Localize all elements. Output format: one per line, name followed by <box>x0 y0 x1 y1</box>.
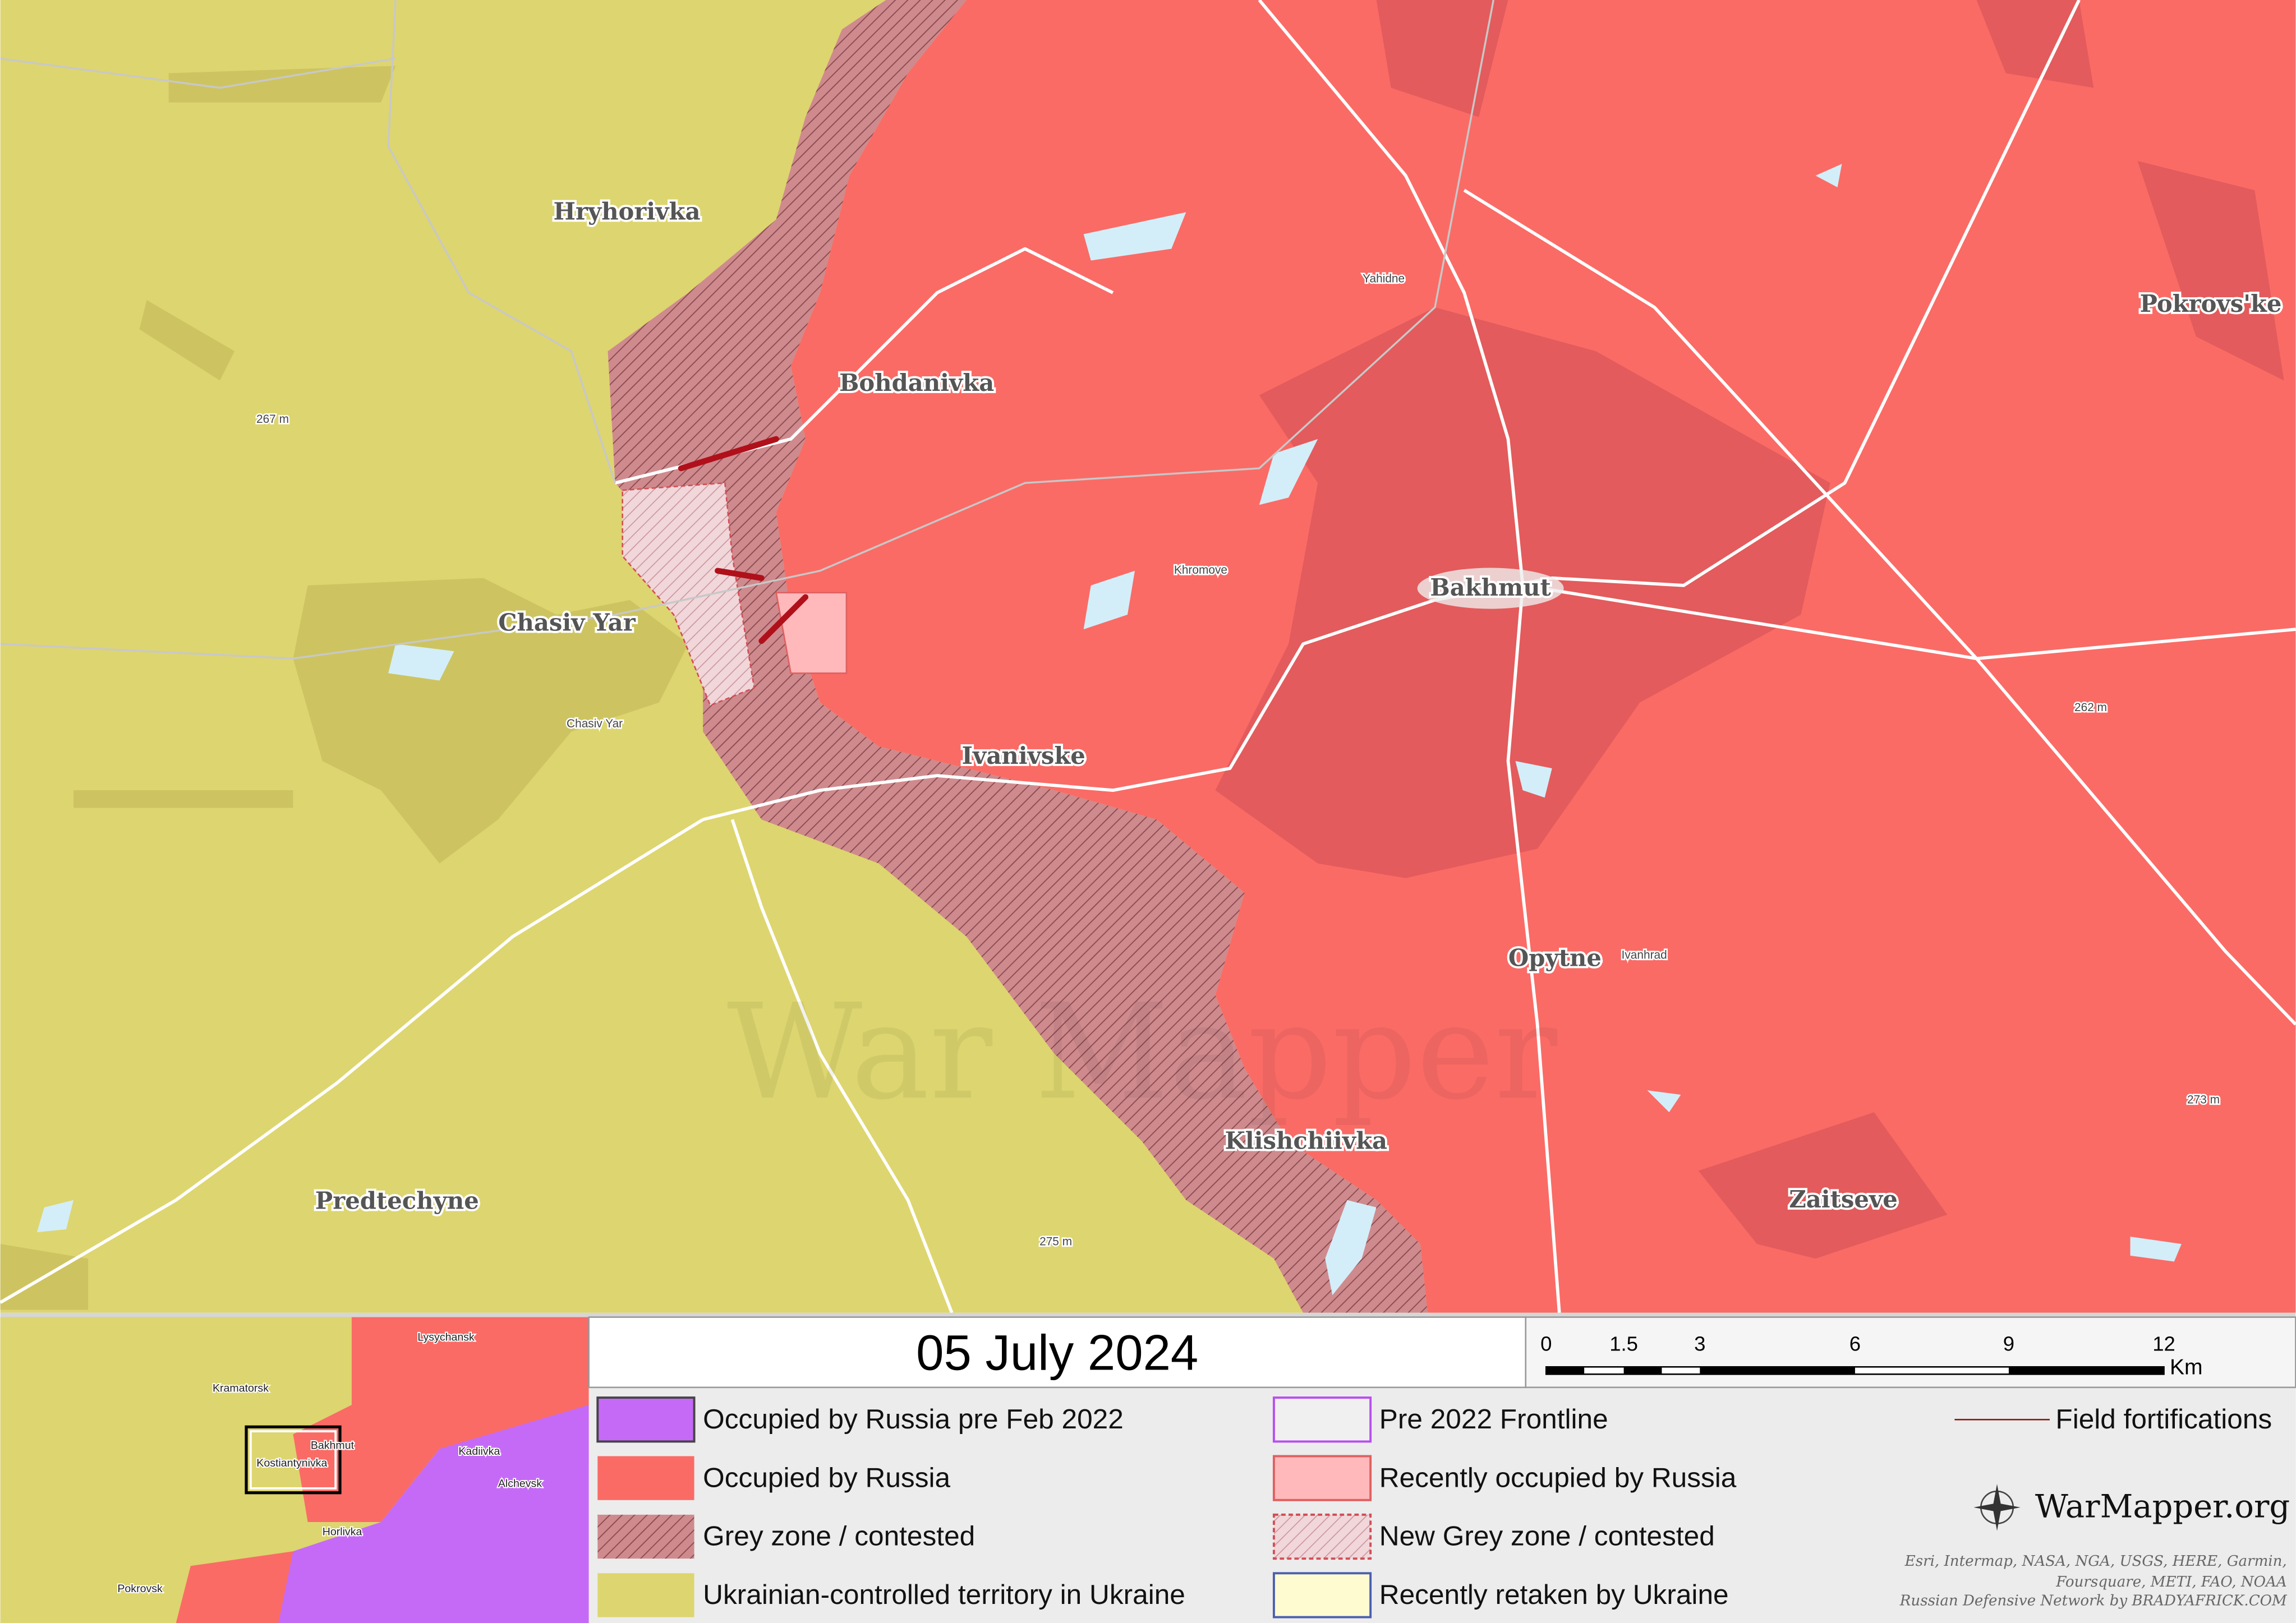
legend-label: Ukrainian-controlled territory in Ukrain… <box>703 1579 1185 1610</box>
elevation-label: 267 m <box>256 413 289 426</box>
scale-segment <box>1623 1367 1662 1375</box>
scale-tick-label: 0 <box>1540 1332 1552 1355</box>
scale-tick-label: 9 <box>2003 1332 2014 1355</box>
legend-swatch <box>597 1573 694 1617</box>
attack-arrows <box>678 436 809 644</box>
scale-tick-label: 6 <box>1849 1332 1861 1355</box>
scale-tick-label: 12 <box>2152 1332 2175 1355</box>
legend-label: Field fortifications <box>2055 1403 2272 1435</box>
watermark: War Mapper <box>727 976 1558 1129</box>
scale-box <box>1525 1316 2296 1389</box>
legend-swatch <box>597 1514 694 1559</box>
legend-label: Grey zone / contested <box>703 1520 975 1552</box>
scale-tick-label: 3 <box>1694 1332 1705 1355</box>
legend-label: Recently retaken by Ukraine <box>1379 1579 1729 1610</box>
place-label: Klishchiivka <box>1225 1127 1388 1155</box>
scale-segment <box>2008 1367 2164 1375</box>
date-box <box>588 1316 1527 1389</box>
credit-line: Esri, Intermap, NASA, NGA, USGS, HERE, G… <box>1904 1553 2287 1570</box>
scale-segment <box>1546 1367 1585 1375</box>
legend-swatch <box>1272 1455 1372 1501</box>
scale-segment <box>1700 1367 1855 1375</box>
date: 05 July 2024 <box>916 1325 1198 1380</box>
inset-label: Kostiantynivka <box>256 1457 327 1469</box>
minor-place-label: Chasiv Yar <box>567 717 623 730</box>
place-label: Predtechyne <box>315 1187 479 1214</box>
credit-line: Foursquare, METI, FAO, NOAA <box>2055 1574 2287 1590</box>
scale-unit: Km <box>2170 1355 2203 1379</box>
place-label: Pokrovs'ke <box>2140 290 2282 317</box>
inset-map <box>0 1317 589 1623</box>
legend-label: New Grey zone / contested <box>1379 1520 1715 1552</box>
scale-tick-label: 1.5 <box>1609 1332 1638 1355</box>
minor-place-label: Khromove <box>1174 564 1227 577</box>
legend-label: Occupied by Russia pre Feb 2022 <box>703 1403 1124 1435</box>
water <box>36 164 2182 1295</box>
dark-occupied <box>1215 0 2284 1259</box>
city-halo <box>1417 568 1564 609</box>
brand: WarMapper.org <box>2035 1487 2290 1525</box>
brand-logo <box>1973 1484 2021 1531</box>
credit-line: Russian Defensive Network by BRADYAFRICK… <box>1899 1593 2288 1610</box>
terrain <box>0 66 689 1310</box>
inset-label: Kramatorsk <box>213 1382 269 1395</box>
elevation-label: 262 m <box>2074 701 2107 714</box>
place-label: Bakhmut <box>1430 574 1551 601</box>
place-label: Opytne <box>1508 944 1602 971</box>
inset-label: Pokrovsk <box>117 1583 163 1595</box>
inset-label: Lysychansk <box>417 1331 475 1343</box>
legend-swatch <box>596 1396 696 1443</box>
legend-label: Occupied by Russia <box>703 1461 950 1493</box>
minor-place-label: Ivanhrad <box>1622 948 1667 961</box>
elevation-label: 273 m <box>2187 1094 2220 1106</box>
legend-label: Pre 2022 Frontline <box>1379 1403 1608 1435</box>
elevation-label: 275 m <box>1039 1235 1072 1248</box>
legend-swatch <box>1272 1396 1372 1443</box>
legend-swatch <box>1272 1513 1372 1560</box>
inset-label: Alchevsk <box>498 1477 542 1490</box>
legend-label: Recently occupied by Russia <box>1379 1461 1737 1493</box>
place-label: Ivanivske <box>962 742 1085 769</box>
place-label: Zaitseve <box>1789 1186 1898 1213</box>
legend-swatch <box>1272 1572 1372 1619</box>
inset-label: Bakhmut <box>311 1439 355 1451</box>
place-label: Hryhorivka <box>553 197 700 225</box>
place-label: Chasiv Yar <box>498 609 636 637</box>
inset-label: Horlivka <box>323 1525 362 1538</box>
place-label: Bohdanivka <box>839 369 994 396</box>
grey-zone <box>608 0 1428 1313</box>
new-grey-zone <box>622 482 755 707</box>
inset-label: Kadiivka <box>458 1445 500 1458</box>
legend-swatch <box>597 1456 694 1500</box>
minor-place-label: Yahidne <box>1363 273 1405 285</box>
